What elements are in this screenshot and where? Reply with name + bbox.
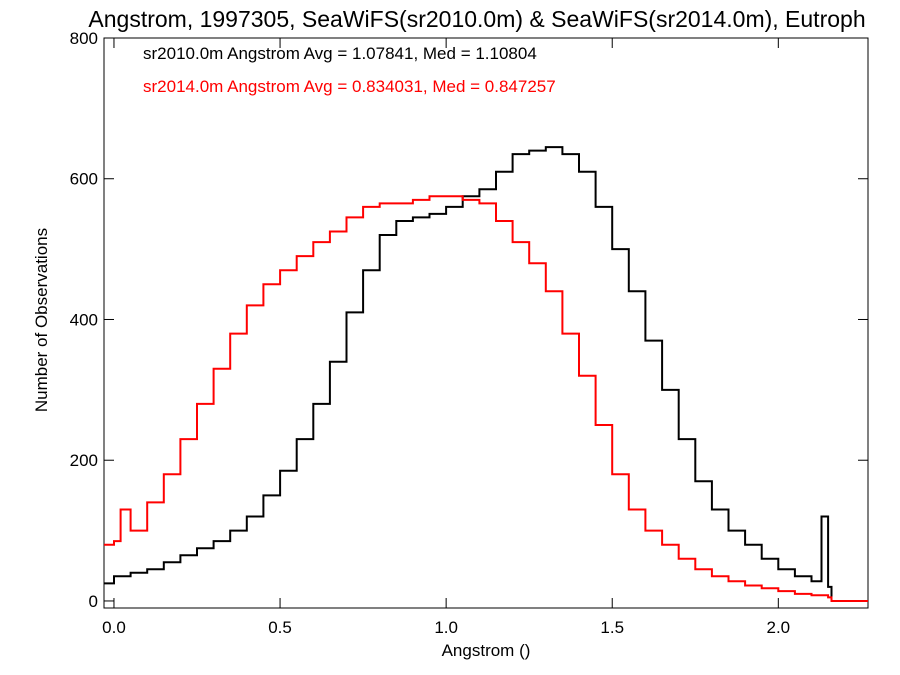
chart-title: Angstrom, 1997305, SeaWiFS(sr2010.0m) & … — [88, 6, 865, 32]
x-tick-label: 1.0 — [434, 618, 458, 637]
y-tick-label: 800 — [70, 29, 98, 48]
series-line-0 — [104, 146, 868, 602]
x-axis-label: Angstrom () — [442, 641, 531, 660]
annotation-sr2010: sr2010.0m Angstrom Avg = 1.07841, Med = … — [143, 44, 537, 63]
plot-frame — [103, 37, 869, 609]
y-tick-label: 400 — [70, 310, 98, 329]
y-tick-label: 0 — [89, 592, 98, 611]
x-ticks-layer: 0.0 0.5 1.0 1.5 2.0 — [102, 38, 790, 637]
y-axis-label: Number of Observations — [32, 228, 51, 412]
y-ticks-layer: 0 200 400 600 800 — [70, 29, 868, 611]
x-tick-label: 2.0 — [766, 618, 790, 637]
annotation-sr2014: sr2014.0m Angstrom Avg = 0.834031, Med =… — [143, 77, 556, 96]
x-tick-label: 1.5 — [600, 618, 624, 637]
plot-frame-layer — [103, 37, 869, 609]
series-layer — [104, 146, 868, 602]
x-tick-label: 0.0 — [102, 618, 126, 637]
series-line-1 — [104, 195, 868, 602]
y-tick-label: 600 — [70, 170, 98, 189]
y-tick-label: 200 — [70, 451, 98, 470]
x-tick-label: 0.5 — [268, 618, 292, 637]
